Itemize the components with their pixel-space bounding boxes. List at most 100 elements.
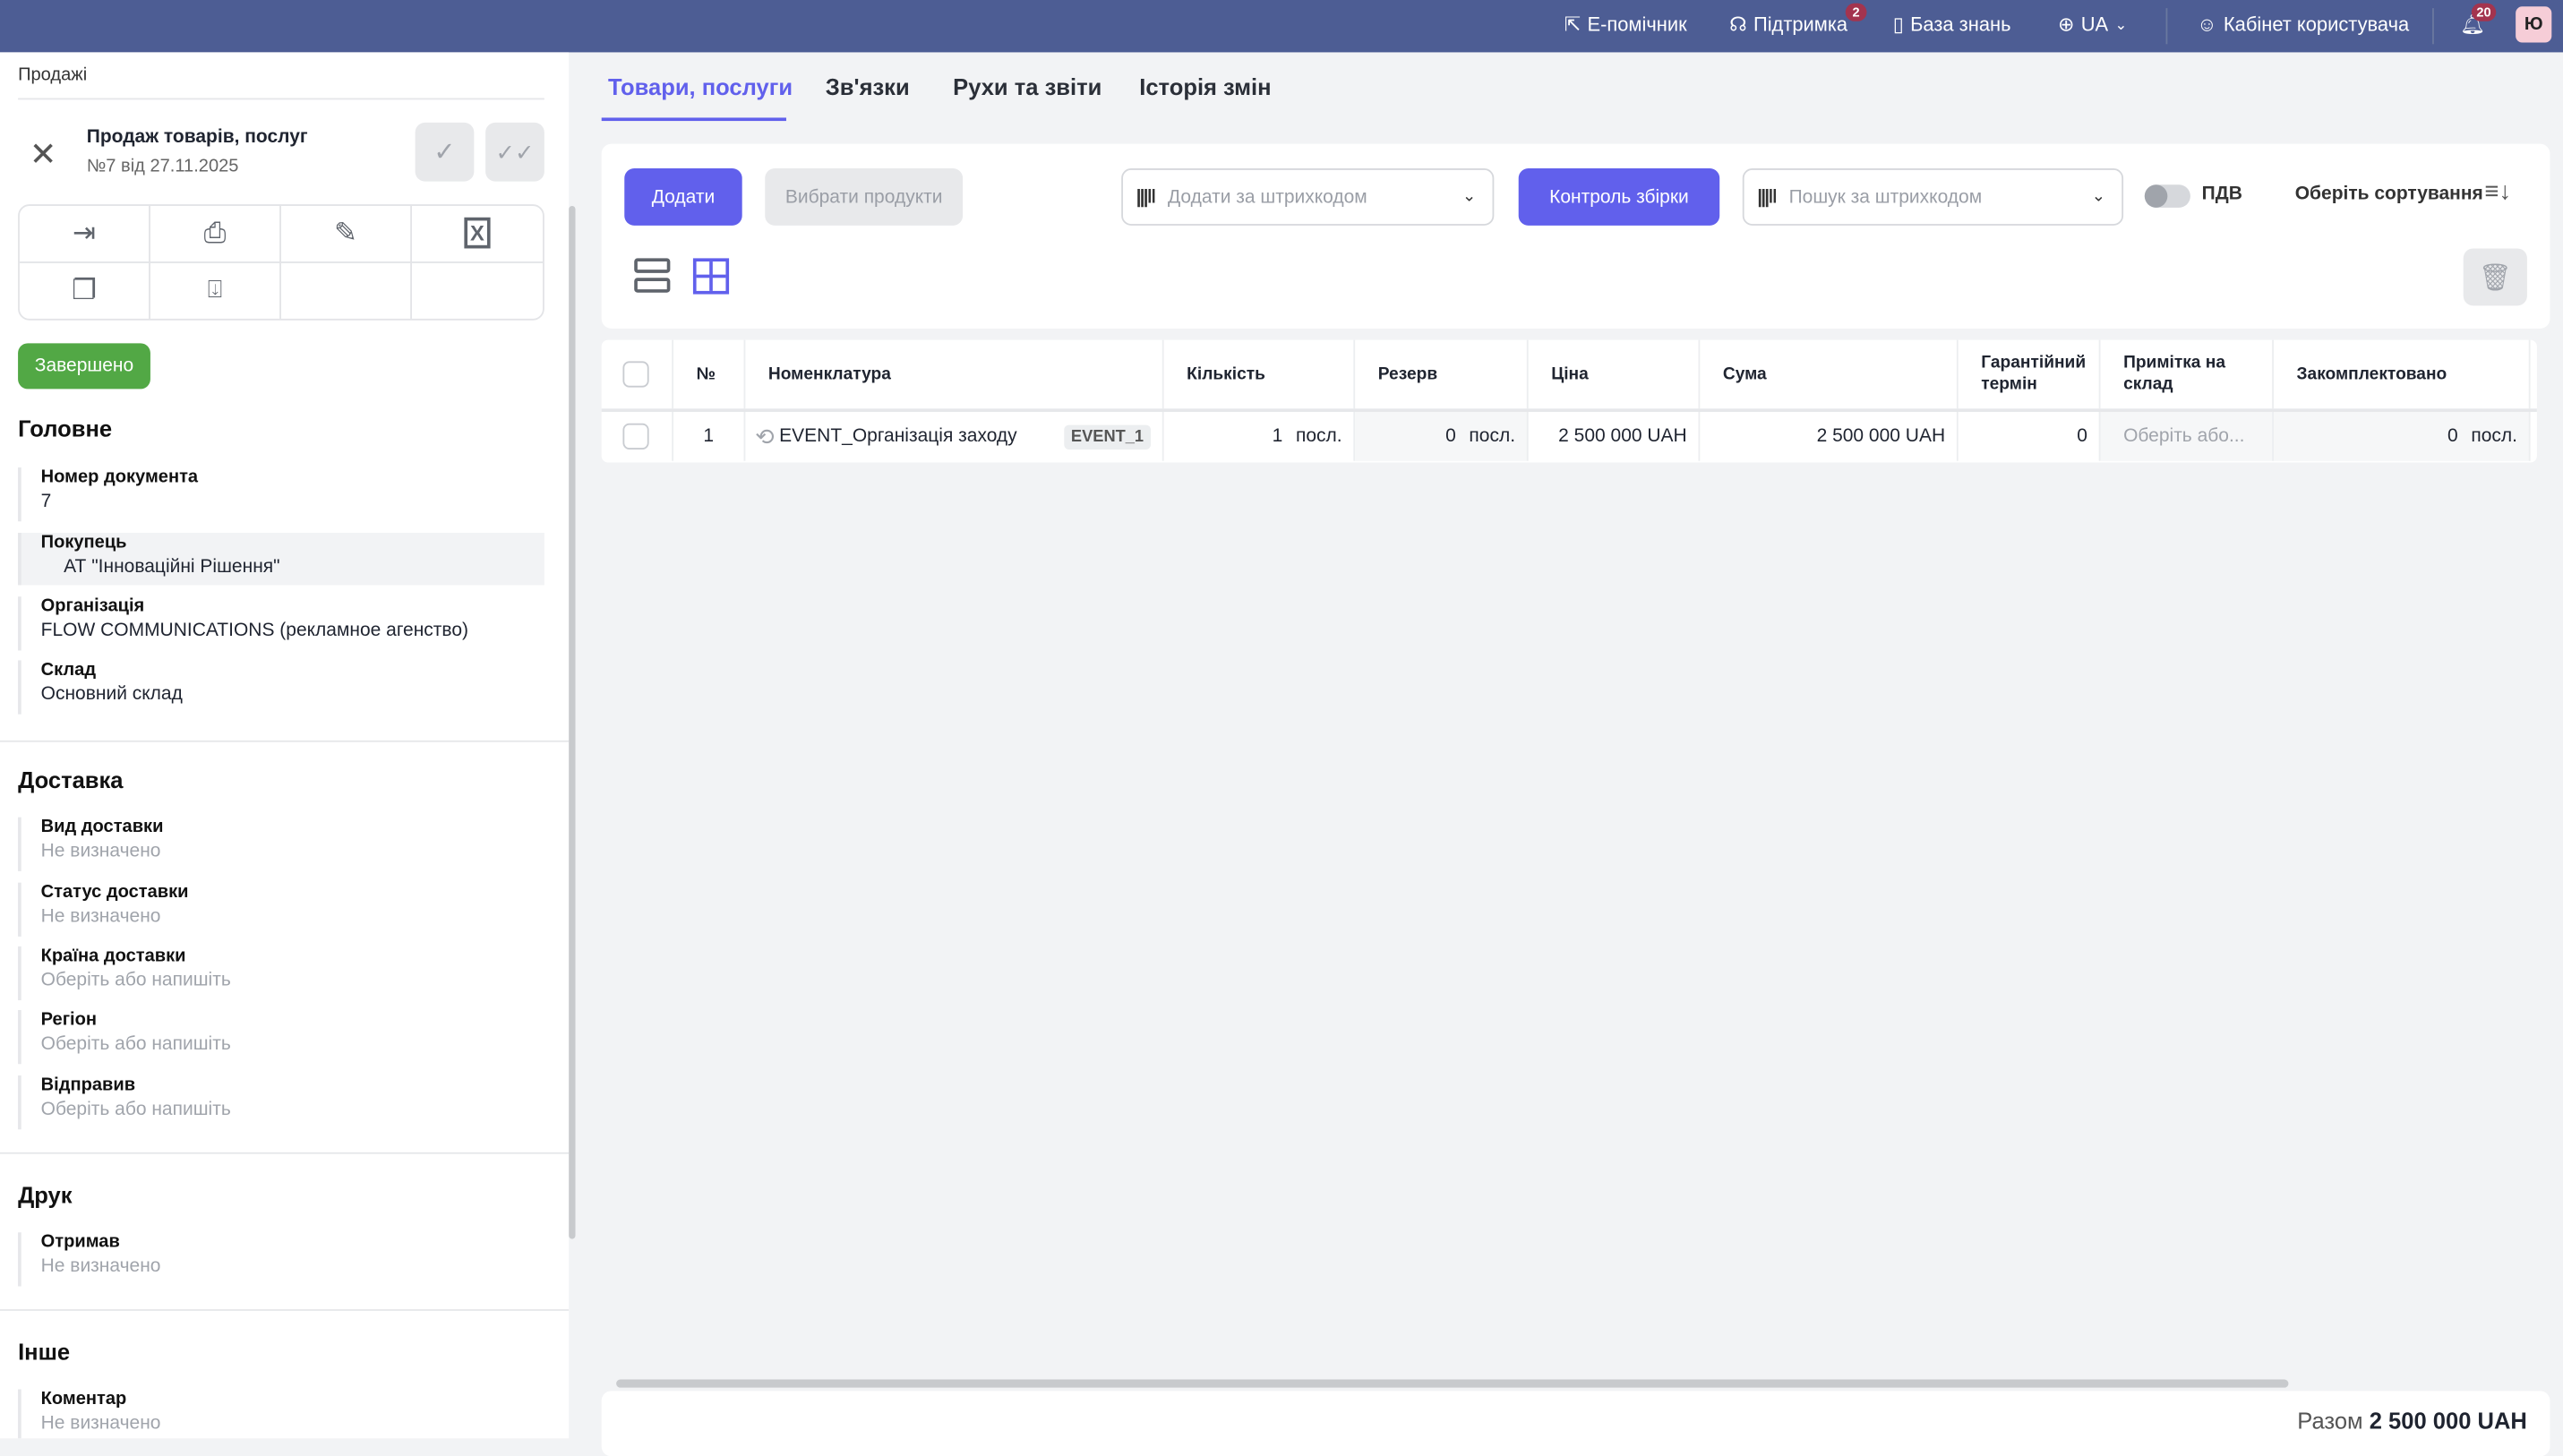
field-label: Коментар [40, 1389, 127, 1409]
support-link[interactable]: ☊ Підтримка [1729, 13, 1848, 37]
add-button[interactable]: Додати [624, 168, 742, 226]
archive-button[interactable]: ⍗ [150, 261, 281, 319]
divider [18, 98, 544, 100]
e-assistant-link[interactable]: ⇱ Е-помічник [1564, 13, 1687, 37]
select-all-checkbox[interactable] [622, 361, 649, 388]
field-delivery-country[interactable]: Країна доставки Оберіть або напишіть [18, 946, 544, 1001]
field-label: Покупець [40, 533, 127, 552]
copy-icon: ❐ [72, 274, 97, 305]
file-import-icon: ⇥ [72, 217, 97, 248]
list-view-icon [634, 258, 671, 273]
field-warehouse[interactable]: Склад Основний склад [18, 660, 544, 715]
totals-footer: Разом 2 500 000 UAH [601, 1391, 2550, 1456]
field-comment[interactable]: Коментар Не визначено [18, 1389, 544, 1439]
breadcrumb[interactable]: Продажі [18, 65, 88, 85]
completed-value: 0 [2447, 426, 2458, 447]
sort-select[interactable]: Оберіть сортування [2294, 184, 2483, 205]
tab-history[interactable]: Історія змін [1139, 73, 1272, 100]
cell-sum: 2 500 000 UAH [1700, 411, 1959, 461]
copy-button[interactable]: ❐ [20, 261, 150, 319]
document-sidebar: Продажі ✕ Продаж товарів, послуг №7 від … [0, 52, 570, 1439]
archive-download-icon: ⍗ [207, 276, 223, 304]
cell-warranty[interactable]: 0 [1959, 411, 2101, 461]
cell-quantity[interactable]: 1 посл. [1164, 411, 1356, 461]
add-by-barcode-select[interactable]: |||‖ Додати за штрихкодом ⌄ [1121, 168, 1495, 226]
header-warehouse-note[interactable]: Примітка на склад [2101, 339, 2274, 409]
service-icon: ⟲ [755, 422, 775, 450]
empty-cell [281, 261, 412, 319]
avatar[interactable]: Ю [2516, 6, 2552, 43]
status-badge[interactable]: Завершено [18, 343, 150, 390]
language-select[interactable]: ⊕ UA ⌄ [2058, 13, 2128, 37]
header-price[interactable]: Ціна [1529, 339, 1701, 409]
row-checkbox[interactable] [622, 423, 649, 450]
cell-price[interactable]: 2 500 000 UAH [1529, 411, 1701, 461]
search-by-barcode-select[interactable]: |||‖ Пошук за штрихкодом ⌄ [1742, 168, 2124, 226]
field-doc-number[interactable]: Номер документа 7 [18, 467, 544, 522]
post-close-button[interactable]: ✓✓ [485, 122, 544, 182]
sidebar-scrollbar[interactable] [569, 205, 576, 1239]
field-buyer[interactable]: Покупець АТ "Інноваційні Рішення" [18, 533, 544, 586]
edit-document-icon: ✎ [334, 217, 358, 248]
list-view-button[interactable] [634, 258, 671, 294]
delete-button[interactable]: 🗑︎ [2463, 248, 2527, 306]
field-delivery-type[interactable]: Вид доставки Не визначено [18, 817, 544, 871]
export-excel-button[interactable]: X [411, 206, 543, 262]
barcode-add-icon: |||‖ [1136, 186, 1157, 207]
field-value: FLOW COMMUNICATIONS (рекламное агенство) [40, 621, 469, 641]
cell-reserve: 0 посл. [1355, 411, 1529, 461]
post-button[interactable]: ✓ [415, 122, 475, 182]
tab-links[interactable]: Зв'язки [825, 73, 910, 100]
chevron-down-icon: ⌄ [2114, 15, 2128, 32]
total-value: 2 500 000 UAH [2369, 1407, 2527, 1434]
book-icon: ▯ [1892, 13, 1904, 37]
header-reserve[interactable]: Резерв [1355, 339, 1529, 409]
field-organization[interactable]: Організація FLOW COMMUNICATIONS (рекламно… [18, 596, 544, 651]
header-number[interactable]: № [673, 339, 746, 409]
chevron-down-icon: ⌄ [1462, 187, 1477, 206]
field-label: Країна доставки [40, 946, 186, 966]
edit-button[interactable]: ✎ [280, 205, 412, 262]
tab-goods-services[interactable]: Товари, послуги [608, 73, 793, 100]
assembly-control-button[interactable]: Контроль збірки [1518, 168, 1720, 226]
grid-view-button[interactable] [692, 258, 730, 295]
field-received[interactable]: Отримав Не визначено [18, 1232, 544, 1287]
sort-icon[interactable]: ≡↓ [2484, 177, 2512, 206]
field-delivery-status[interactable]: Статус доставки Не визначено [18, 882, 544, 937]
field-label: Номер документа [40, 467, 199, 487]
field-region[interactable]: Регіон Оберіть або напишіть [18, 1010, 544, 1065]
cell-completed: 0 посл. [2273, 411, 2531, 461]
cell-number: 1 [673, 411, 746, 461]
completed-unit: посл. [2471, 426, 2517, 447]
choose-products-button[interactable]: Вибрати продукти [765, 168, 964, 226]
cell-warehouse-note[interactable]: Оберіть або... [2100, 411, 2274, 461]
user-cabinet-link[interactable]: ☺ Кабінет користувача [2197, 13, 2410, 37]
import-button[interactable]: ⇥ [19, 205, 150, 262]
knowledge-base-link[interactable]: ▯ База знань [1892, 13, 2011, 37]
vat-toggle[interactable] [2144, 184, 2190, 208]
field-label: Відправив [40, 1075, 136, 1095]
print-button[interactable]: ⎙ [150, 205, 281, 262]
printer-icon: ⎙ [203, 217, 227, 248]
goods-table: № Номенклатура Кількість Резерв Ціна Сум… [601, 339, 2537, 463]
header-quantity[interactable]: Кількість [1164, 339, 1356, 409]
field-value: Не визначено [40, 1256, 161, 1277]
field-label: Вид доставки [40, 817, 164, 837]
field-value: Не визначено [40, 1413, 161, 1434]
field-value: Оберіть або напишіть [40, 1034, 231, 1055]
total-label: Разом [2297, 1407, 2363, 1434]
header-warranty[interactable]: Гарантійний термін [1959, 339, 2101, 409]
tab-movements-reports[interactable]: Рухи та звіти [953, 73, 1102, 100]
section-other: Інше [18, 1338, 71, 1366]
globe-icon: ⊕ [2058, 13, 2075, 37]
close-icon[interactable]: ✕ [29, 137, 57, 174]
cell-nomenclature[interactable]: ⟲ EVENT_Організація заходу EVENT_1 [745, 411, 1164, 461]
header-nomenclature[interactable]: Номенклатура [745, 339, 1164, 409]
field-sender[interactable]: Відправив Оберіть або напишіть [18, 1075, 544, 1130]
user-icon: ☺ [2197, 13, 2217, 37]
header-completed[interactable]: Закомплектовано [2274, 339, 2531, 409]
select-placeholder: Пошук за штрихкодом [1788, 186, 1983, 207]
header-sum[interactable]: Сума [1700, 339, 1959, 409]
select-all-checkbox-cell [602, 339, 674, 409]
horizontal-scrollbar[interactable] [616, 1379, 2289, 1388]
